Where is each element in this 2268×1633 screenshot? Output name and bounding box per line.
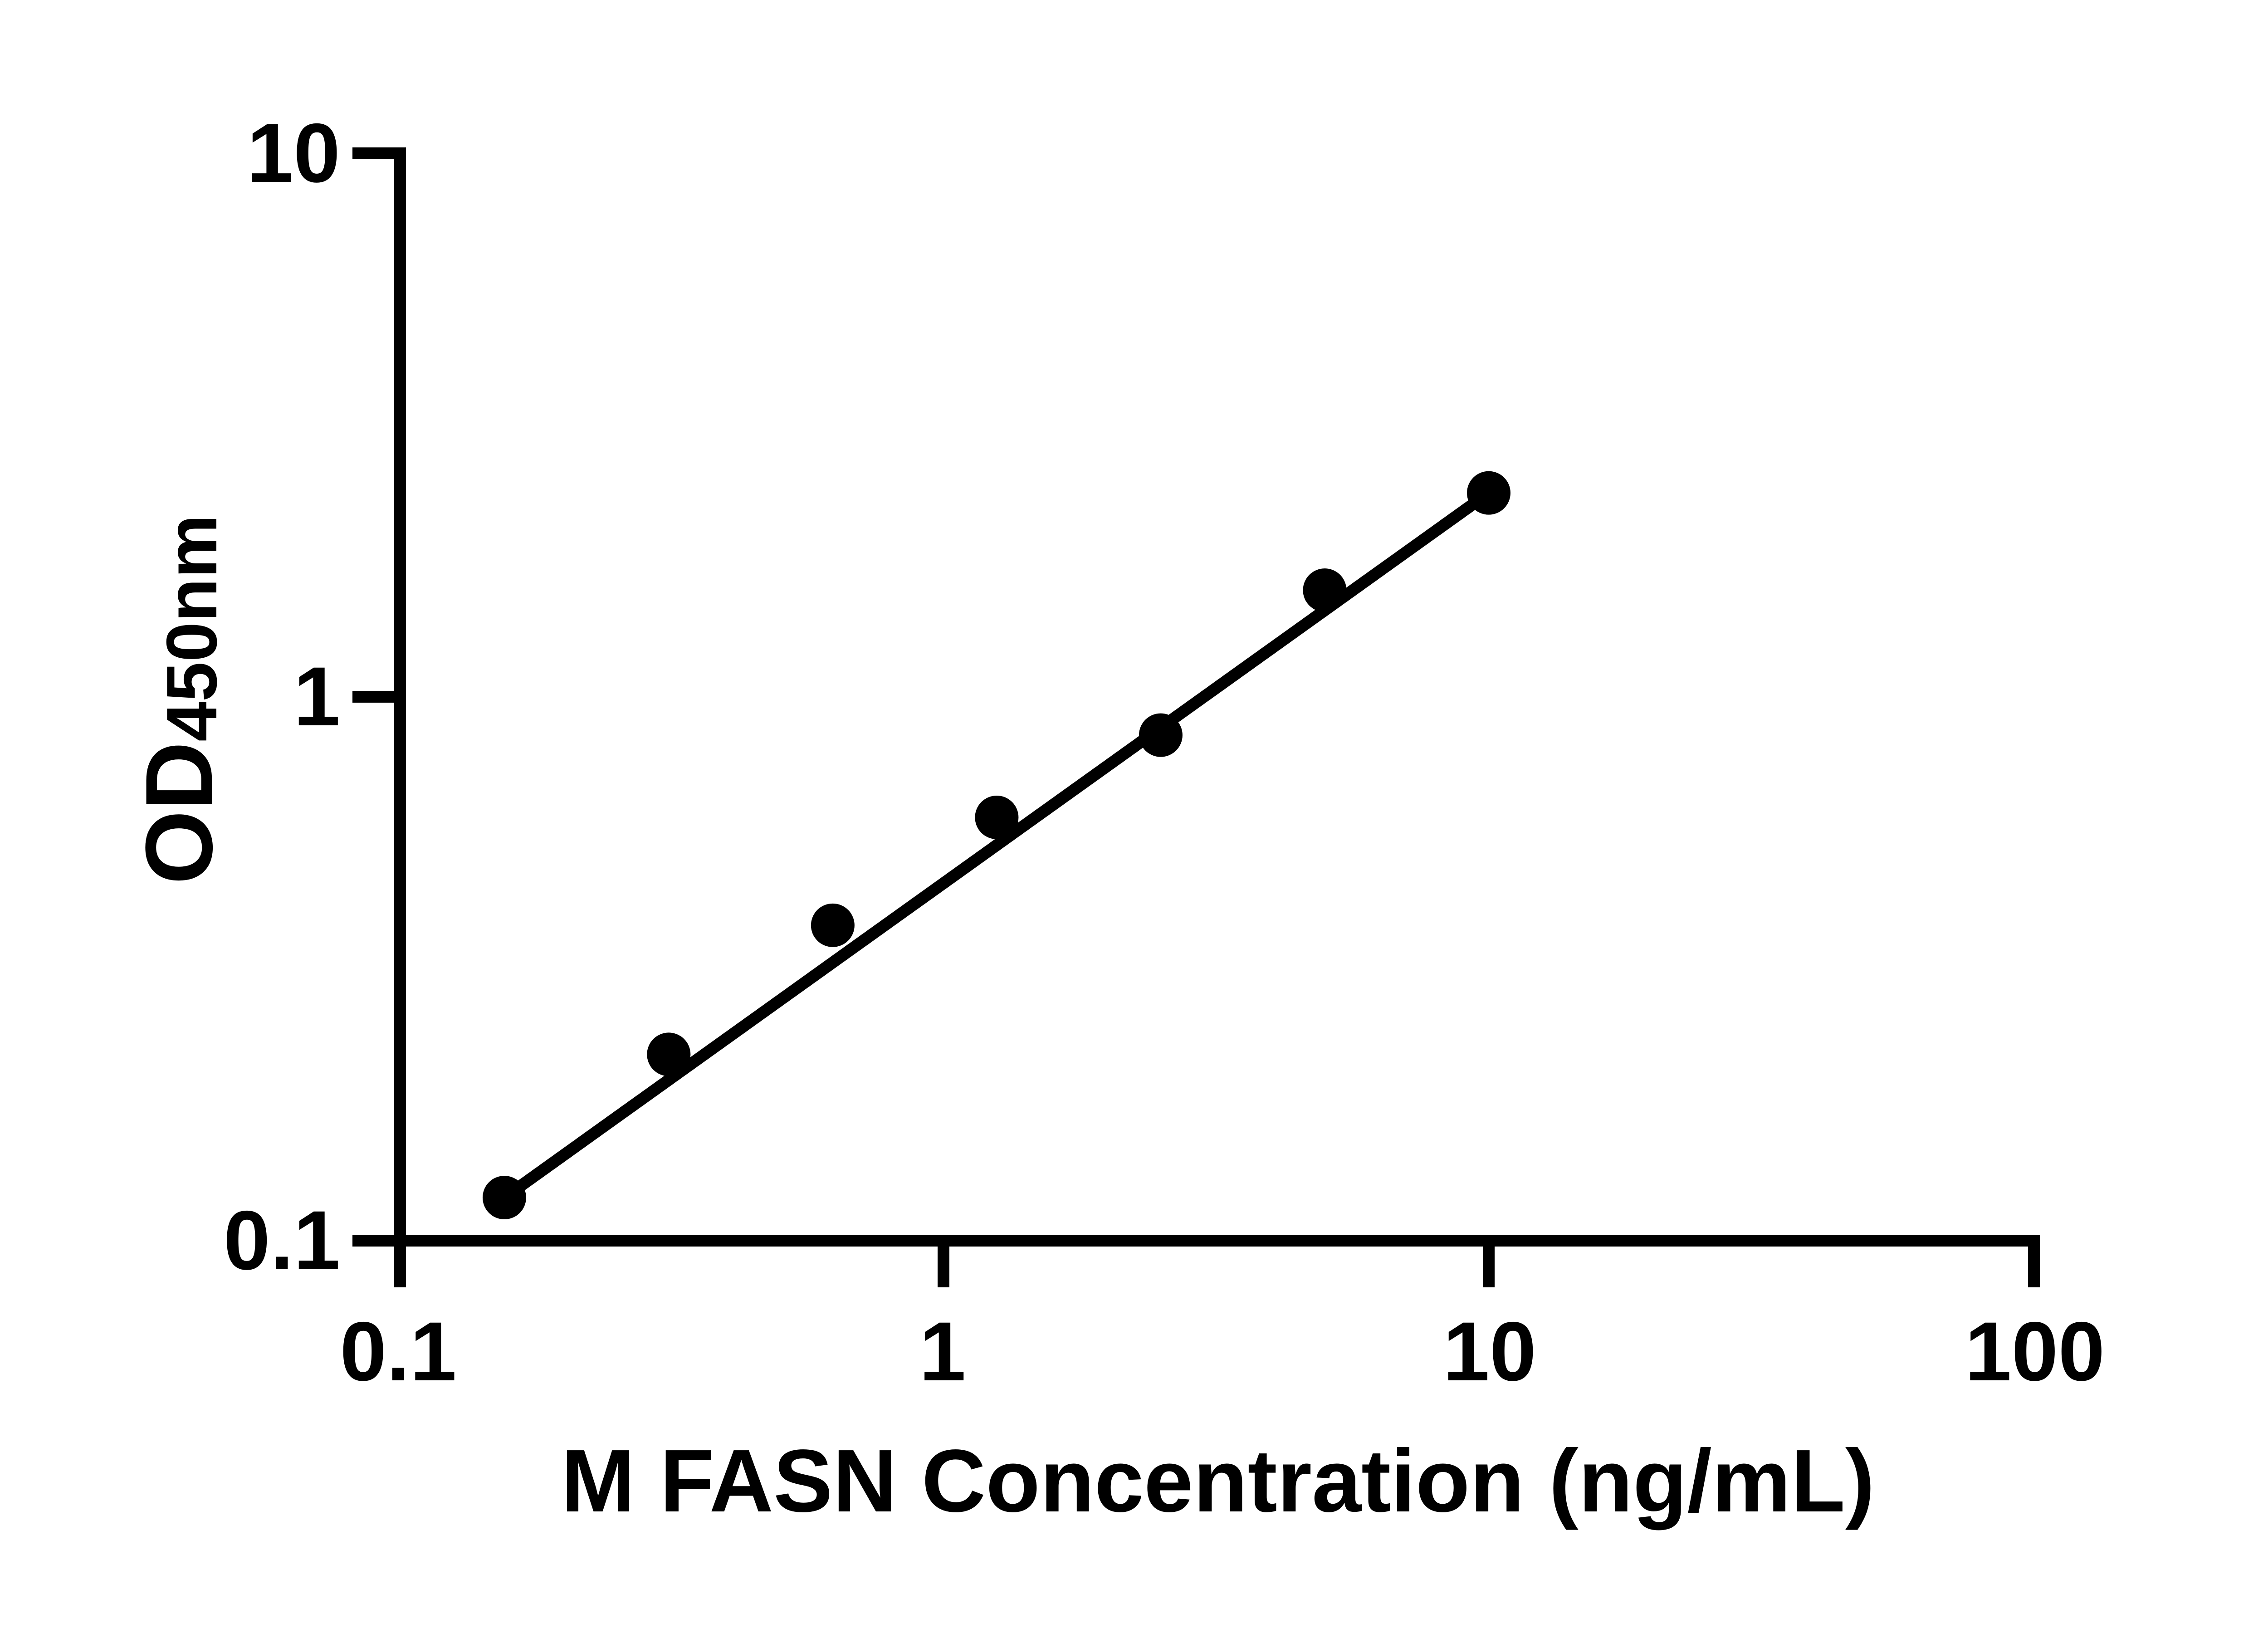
x-tick-label-0.1: 0.1 [340,1305,457,1398]
y-axis-title: OD 450nm [126,269,232,1130]
y-tick-label-1: 1 [293,650,340,743]
data-point [1467,471,1510,515]
y-axis-line [394,147,406,1287]
data-point [482,1176,526,1220]
y-axis-tick-10 [352,147,406,159]
x-tick-label-10: 10 [1443,1305,1536,1398]
x-axis-tick-1 [938,1235,949,1287]
data-point [647,1032,691,1076]
data-point [1139,713,1183,757]
x-axis-line [352,1235,2040,1247]
x-axis-tick-100 [2028,1235,2040,1287]
data-point [1303,568,1347,612]
x-axis-title: M FASN Concentration (ng/mL) [561,1431,1875,1530]
x-tick-label-1: 1 [919,1305,966,1398]
y-tick-label-0.1: 0.1 [223,1194,340,1287]
y-axis-title-main: OD [126,741,232,885]
y-axis-title-subscript: 450nm [152,514,232,742]
x-axis-tick-10 [1483,1235,1495,1287]
y-axis-tick-1 [352,691,406,703]
data-point [975,795,1019,839]
data-point [811,903,855,947]
x-tick-label-100: 100 [1965,1305,2105,1398]
y-tick-label-10: 10 [247,107,340,200]
